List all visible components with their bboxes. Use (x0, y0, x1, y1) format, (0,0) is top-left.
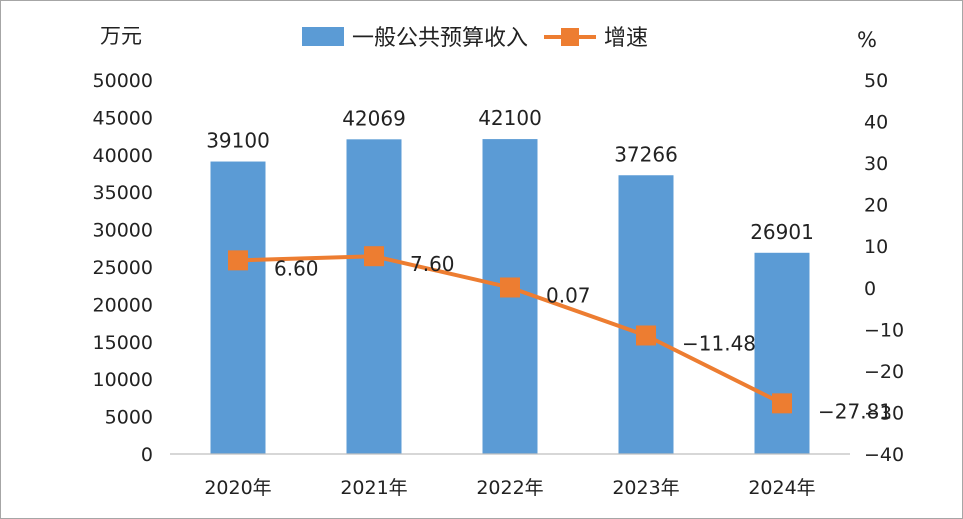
legend-swatch-bar (302, 27, 344, 46)
y-left-tick-label: 35000 (93, 182, 153, 204)
line-series (228, 246, 792, 414)
y-left-tick-label: 15000 (93, 332, 153, 354)
y-left-ticks: 0 5000 10000 15000 20000 25000 30000 35000 40000… (93, 70, 153, 466)
data-labels: 39100 42069 42100 37266 26901 6.60 7.60 0.07 −11… (206, 106, 892, 423)
line-marker (228, 250, 248, 271)
y-right-tick-label: 10 (864, 236, 888, 258)
y-right-tick-label: 40 (864, 112, 888, 134)
y-left-tick-label: 10000 (93, 369, 153, 391)
line-marker (364, 246, 384, 267)
x-tick-label: 2022年 (476, 477, 543, 499)
line-marker (636, 325, 656, 346)
y-right-tick-label: −20 (864, 361, 904, 383)
y-right-tick-label: −10 (864, 319, 904, 341)
line-marker (772, 393, 792, 414)
line-value-label: −27.81 (818, 399, 892, 423)
legend-swatch-marker (561, 28, 579, 46)
y-left-unit: 万元 (100, 24, 142, 48)
y-left-tick-label: 45000 (93, 107, 153, 129)
y-right-tick-label: 30 (864, 153, 888, 175)
y-left-tick-label: 20000 (93, 294, 153, 316)
bar (618, 175, 674, 455)
line-value-label: 6.60 (274, 256, 319, 280)
x-tick-label: 2023年 (612, 477, 679, 499)
line-value-label: −11.48 (682, 331, 756, 355)
y-left-tick-label: 0 (141, 444, 153, 466)
y-left-tick-label: 50000 (93, 70, 153, 92)
x-tick-label: 2021年 (340, 477, 407, 499)
y-right-tick-label: −30 (864, 402, 904, 424)
y-right-tick-label: 20 (864, 195, 888, 217)
y-right-ticks: −40 −30 −20 −10 0 10 20 30 40 50 (864, 70, 904, 466)
line-marker (500, 277, 520, 298)
y-right-tick-label: 50 (864, 70, 888, 92)
legend-label-line: 增速 (604, 26, 648, 51)
x-tick-label: 2024年 (748, 477, 815, 499)
y-left-tick-label: 25000 (93, 257, 153, 279)
bar-value-label: 42069 (342, 106, 406, 130)
bar-value-label: 42100 (478, 106, 542, 130)
x-ticks: 2020年 2021年 2022年 2023年 2024年 (204, 477, 815, 499)
y-left-tick-label: 5000 (105, 407, 153, 429)
x-tick-label: 2020年 (204, 477, 271, 499)
bar-value-label: 37266 (614, 142, 678, 166)
bar (210, 161, 266, 455)
y-right-unit: % (857, 28, 877, 52)
bar (346, 139, 402, 454)
line-value-label: 7.60 (410, 252, 455, 276)
bar-value-label: 39100 (206, 129, 270, 153)
legend: 一般公共预算收入 增速 (302, 26, 648, 51)
y-right-tick-label: −40 (864, 444, 904, 466)
y-right-tick-label: 0 (864, 278, 876, 300)
legend-label-bar: 一般公共预算收入 (352, 26, 528, 51)
bar (754, 252, 810, 454)
y-left-tick-label: 30000 (93, 220, 153, 242)
y-left-tick-label: 40000 (93, 145, 153, 167)
line-value-label: 0.07 (546, 283, 591, 307)
bar-value-label: 26901 (750, 220, 814, 244)
